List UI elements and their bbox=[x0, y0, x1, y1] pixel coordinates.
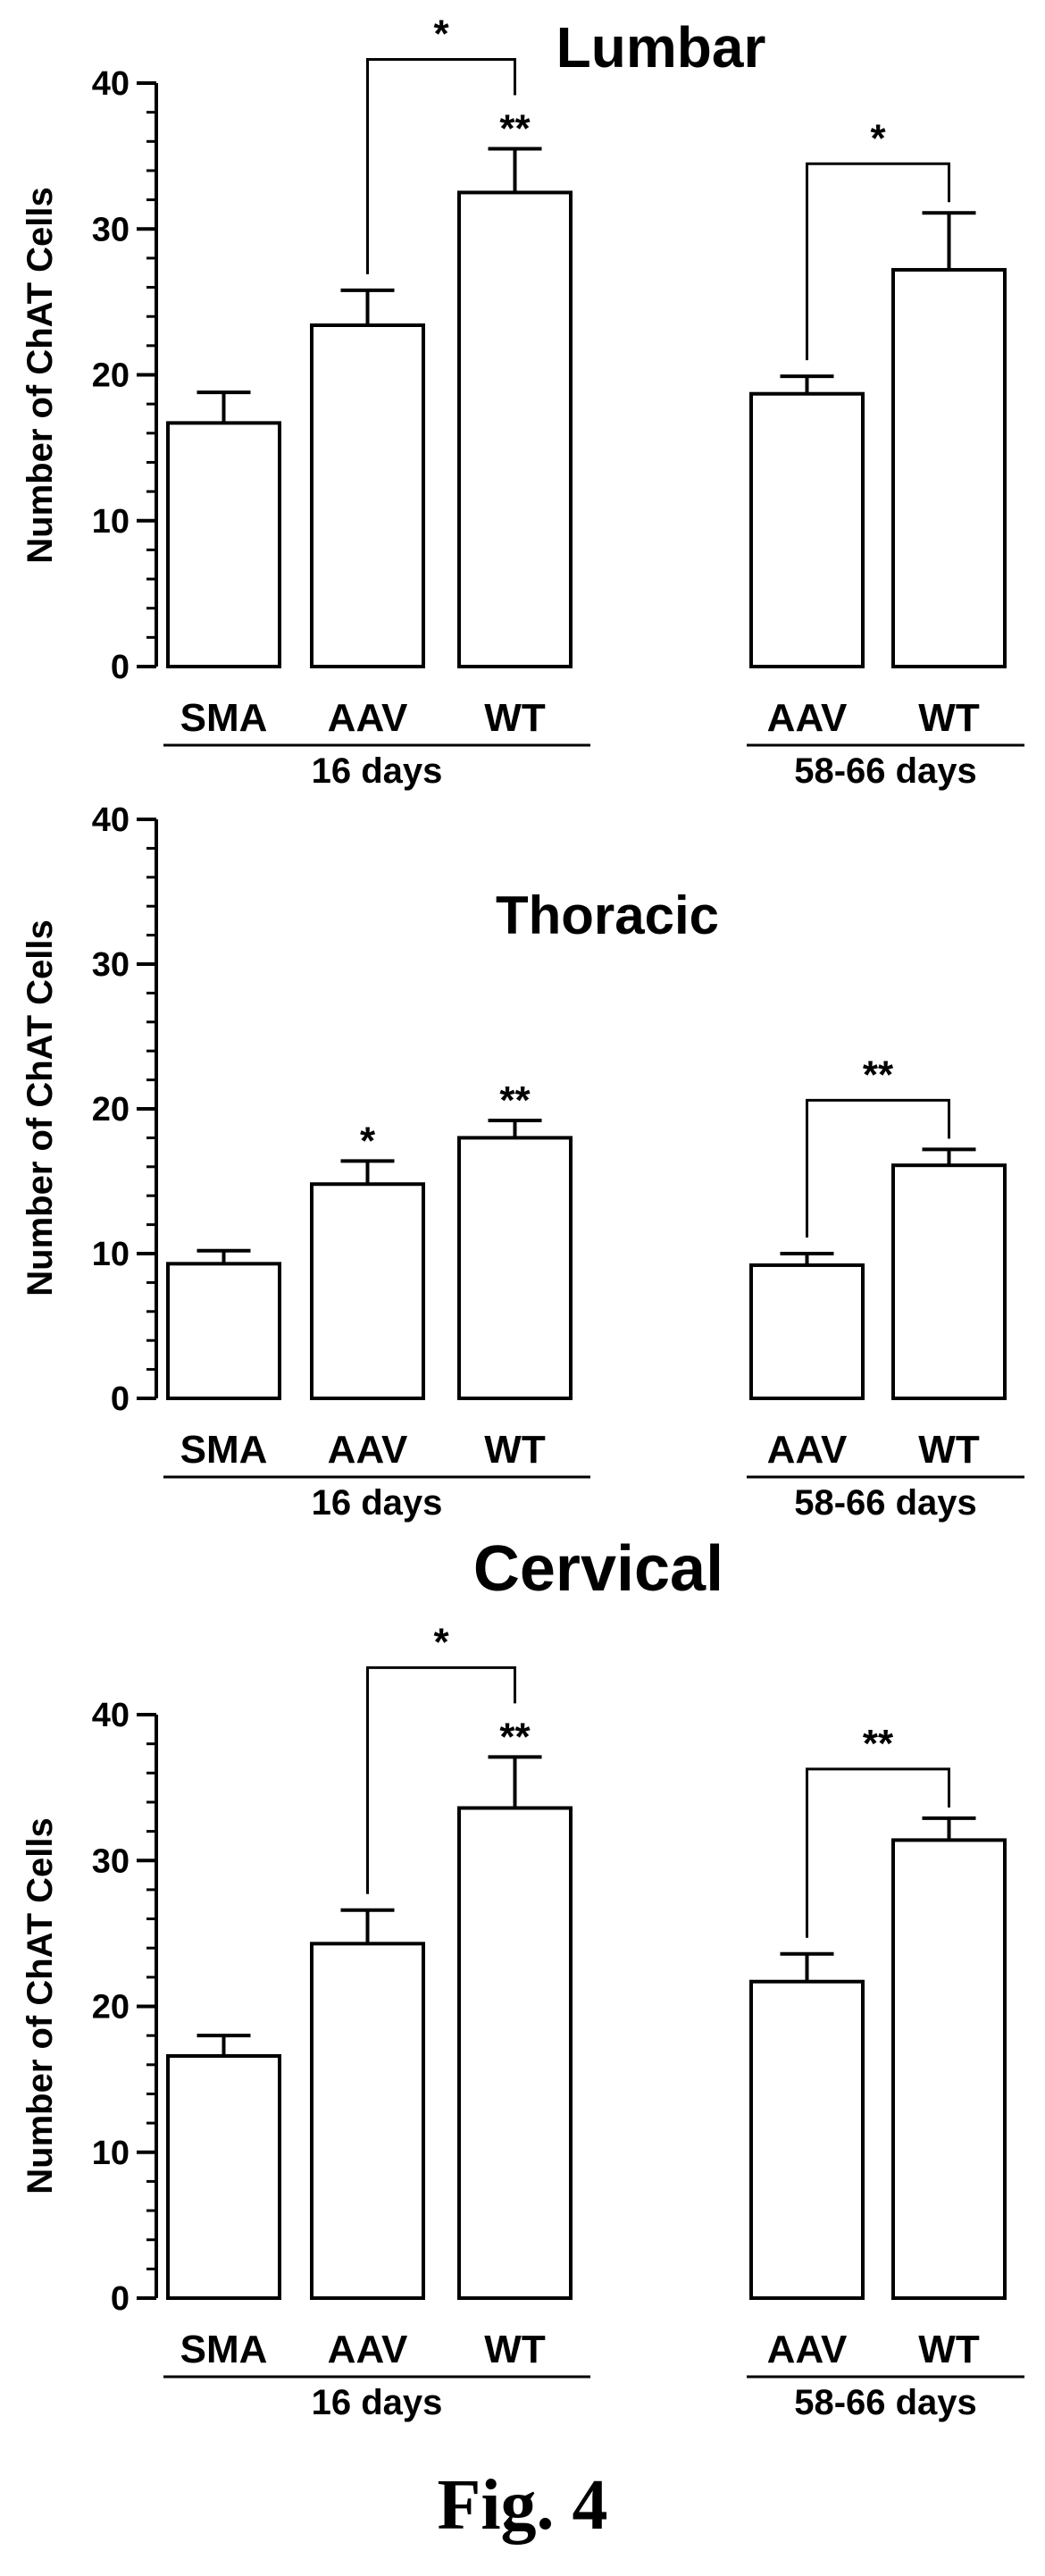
group-label: 16 days bbox=[312, 751, 443, 791]
y-tick-label: 40 bbox=[92, 801, 130, 839]
bar bbox=[891, 267, 1007, 668]
category-label: SMA bbox=[180, 696, 268, 740]
category-label: WT bbox=[918, 1428, 980, 1472]
significance-mark: ** bbox=[499, 1715, 531, 1758]
category-label: WT bbox=[484, 696, 546, 740]
y-tick-label: 0 bbox=[111, 2280, 130, 2318]
bar bbox=[310, 1942, 425, 2300]
y-tick-label: 10 bbox=[92, 503, 130, 541]
y-tick-label: 40 bbox=[92, 1697, 130, 1734]
category-label: AAV bbox=[767, 1428, 848, 1472]
category-label: WT bbox=[484, 1428, 546, 1472]
bar bbox=[749, 1979, 865, 2301]
bar bbox=[891, 1838, 1007, 2300]
category-label: AAV bbox=[328, 1428, 408, 1472]
significance-bracket bbox=[366, 57, 516, 274]
bar bbox=[166, 2054, 281, 2300]
chart-panel-thoracic: Thoracic Number of ChAT Cells 0 10 20 30 40 SMA… bbox=[21, 801, 1024, 1523]
bar bbox=[166, 1262, 281, 1400]
bar bbox=[310, 1182, 425, 1400]
figure-label: Fig. 4 bbox=[437, 2466, 607, 2545]
y-axis-label: Number of ChAT Cells bbox=[21, 1817, 60, 2194]
bar bbox=[457, 1806, 573, 2300]
chart-panel-cervical: Cervical Number of ChAT Cells 0 10 20 30 40 SMA… bbox=[21, 1533, 1024, 2422]
significance-bracket bbox=[806, 1767, 950, 1938]
category-label: SMA bbox=[180, 2328, 268, 2371]
bracket-label: * bbox=[433, 1620, 449, 1664]
y-tick-label: 10 bbox=[92, 2135, 130, 2172]
bar bbox=[891, 1163, 1007, 1401]
y-tick-label: 30 bbox=[92, 1842, 130, 1880]
category-label: AAV bbox=[767, 696, 848, 740]
group-label: 58-66 days bbox=[794, 751, 977, 791]
significance-mark: ** bbox=[499, 1078, 531, 1122]
y-tick-label: 20 bbox=[92, 357, 130, 395]
bracket-label: ** bbox=[863, 1722, 894, 1766]
category-label: AAV bbox=[328, 2328, 408, 2371]
y-tick-label: 30 bbox=[92, 946, 130, 984]
bracket-label: * bbox=[433, 12, 449, 55]
bar bbox=[166, 421, 281, 668]
y-tick-label: 0 bbox=[111, 649, 130, 686]
chart-title: Cervical bbox=[473, 1533, 723, 1605]
bar bbox=[457, 1136, 573, 1401]
y-tick-label: 10 bbox=[92, 1236, 130, 1273]
bar bbox=[749, 1263, 865, 1400]
chart-title: Lumbar bbox=[556, 15, 766, 80]
significance-bracket bbox=[366, 1666, 516, 1894]
bracket-label: * bbox=[870, 116, 886, 160]
category-label: SMA bbox=[180, 1428, 268, 1472]
chart-panel-lumbar: Lumbar Number of ChAT Cells 0 10 20 30 40 SMA AA… bbox=[21, 12, 1024, 791]
category-label: WT bbox=[918, 2328, 980, 2371]
significance-mark: ** bbox=[499, 106, 531, 150]
y-axis-label: Number of ChAT Cells bbox=[21, 187, 60, 564]
y-tick-label: 20 bbox=[92, 1091, 130, 1129]
bar bbox=[749, 391, 865, 668]
bar bbox=[310, 323, 425, 668]
bar bbox=[457, 190, 573, 668]
chart-title: Thoracic bbox=[496, 885, 719, 945]
significance-mark: * bbox=[360, 1119, 376, 1162]
group-label: 58-66 days bbox=[794, 1483, 977, 1523]
group-label: 16 days bbox=[312, 2383, 443, 2422]
category-label: WT bbox=[918, 696, 980, 740]
y-tick-label: 20 bbox=[92, 1989, 130, 2026]
category-label: AAV bbox=[328, 696, 408, 740]
category-label: AAV bbox=[767, 2328, 848, 2371]
bracket-label: ** bbox=[863, 1053, 894, 1096]
significance-bracket bbox=[806, 162, 950, 361]
significance-bracket bbox=[806, 1098, 950, 1238]
category-label: WT bbox=[484, 2328, 546, 2371]
panels: Lumbar Number of ChAT Cells 0 10 20 30 40 SMA AA… bbox=[21, 12, 1024, 2422]
y-tick-label: 0 bbox=[111, 1380, 130, 1418]
group-label: 16 days bbox=[312, 1483, 443, 1523]
y-axis-label: Number of ChAT Cells bbox=[21, 919, 60, 1296]
y-tick-label: 40 bbox=[92, 65, 130, 103]
y-tick-label: 30 bbox=[92, 211, 130, 248]
group-label: 58-66 days bbox=[794, 2383, 977, 2422]
